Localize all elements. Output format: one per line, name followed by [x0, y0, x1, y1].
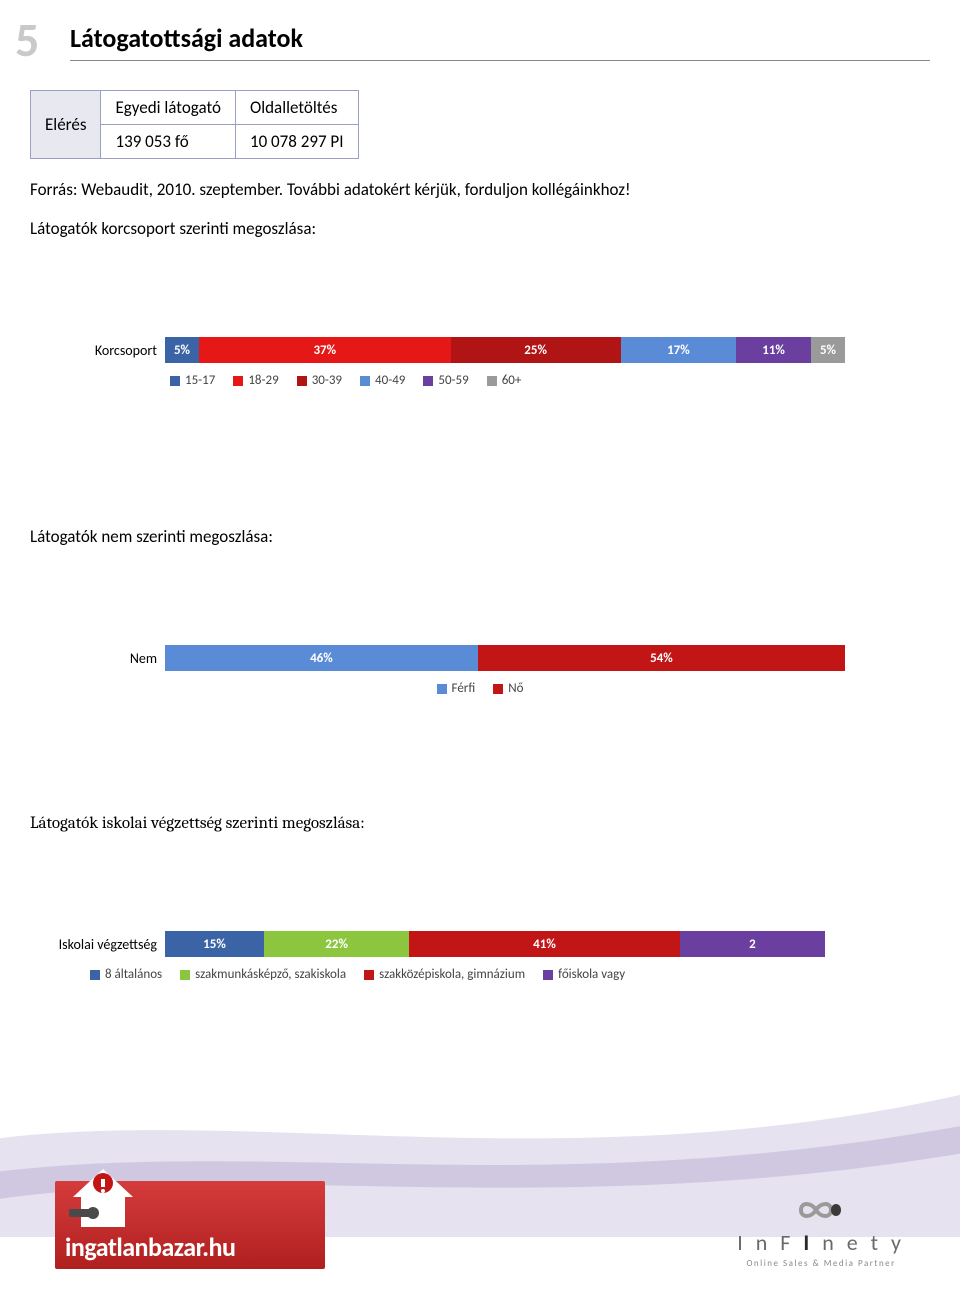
- chart-segment: 2: [680, 931, 825, 957]
- chart-segment: 41%: [409, 931, 680, 957]
- legend-label: Férfi: [452, 681, 476, 696]
- legend-label: főiskola vagy: [558, 967, 625, 982]
- chart-segment: 25%: [451, 337, 621, 363]
- legend-swatch: [487, 376, 497, 386]
- legend-swatch: [170, 376, 180, 386]
- gender-chart: Nem 46%54% Férfi Nő: [30, 645, 930, 696]
- infinety-logo: I n F I n e t y Online Sales & Media Par…: [737, 1195, 905, 1269]
- table-header-1: Egyedi látogató: [101, 91, 235, 125]
- legend-label: szakmunkásképző, szakiskola: [195, 967, 346, 982]
- legend-label: szakközépiskola, gimnázium: [379, 967, 525, 982]
- legend-item: 15-17: [170, 373, 215, 388]
- legend-swatch: [543, 970, 553, 980]
- brand-mid: I: [794, 1229, 822, 1256]
- legend-swatch: [364, 970, 374, 980]
- chart-segment: 46%: [165, 645, 478, 671]
- legend-item: 30-39: [297, 373, 342, 388]
- infinety-tagline: Online Sales & Media Partner: [737, 1258, 905, 1269]
- infinety-brand: I n F I n e t y: [737, 1229, 905, 1256]
- legend-label: 15-17: [185, 373, 215, 388]
- table-value-2: 10 078 297 PI: [235, 125, 358, 159]
- edu-section-title: Látogatók iskolai végzettség szerinti me…: [30, 814, 930, 833]
- page-title: Látogatottsági adatok: [70, 22, 930, 54]
- age-section-title: Látogatók korcsoport szerinti megoszlása…: [30, 218, 930, 239]
- gender-chart-bar: 46%54%: [165, 645, 845, 671]
- chart-segment: 15%: [165, 931, 264, 957]
- age-chart-axis-label: Korcsoport: [30, 342, 165, 359]
- age-chart: Korcsoport 5%37%25%17%11%5% 15-1718-2930…: [30, 337, 930, 388]
- edu-chart: Iskolai végzettség 15%22%41%2 8 általáno…: [30, 931, 930, 982]
- edu-chart-axis-label: Iskolai végzettség: [30, 936, 165, 953]
- chart-segment: 37%: [199, 337, 451, 363]
- legend-item: 18-29: [233, 373, 278, 388]
- gender-chart-legend: Férfi Nő: [30, 681, 930, 696]
- legend-label: 8 általános: [105, 967, 162, 982]
- legend-item: 60+: [487, 373, 522, 388]
- legend-label: Nő: [508, 681, 523, 696]
- legend-swatch: [423, 376, 433, 386]
- legend-item: szakmunkásképző, szakiskola: [180, 967, 346, 982]
- legend-item: Nő: [493, 681, 523, 696]
- table-header-2: Oldalletöltés: [235, 91, 358, 125]
- infinity-icon: [786, 1195, 856, 1225]
- legend-label: 40-49: [375, 373, 405, 388]
- edu-chart-bar: 15%22%41%2: [165, 931, 825, 957]
- reach-table: Elérés Egyedi látogató Oldalletöltés 139…: [30, 90, 359, 159]
- legend-label: 50-59: [438, 373, 468, 388]
- legend-swatch: [180, 970, 190, 980]
- title-wrap: Látogatottsági adatok: [70, 22, 930, 61]
- legend-swatch: [493, 684, 503, 694]
- legend-item: 40-49: [360, 373, 405, 388]
- page-number: 5: [15, 10, 39, 69]
- gender-section-title: Látogatók nem szerinti megoszlása:: [30, 526, 930, 547]
- chart-segment: 5%: [165, 337, 199, 363]
- legend-item: 8 általános: [90, 967, 162, 982]
- age-chart-legend: 15-17 18-29 30-39 40-49 50-59 60+: [170, 373, 930, 388]
- age-chart-bar: 5%37%25%17%11%5%: [165, 337, 845, 363]
- legend-item: főiskola vagy: [543, 967, 625, 982]
- chart-segment: 22%: [264, 931, 409, 957]
- edu-chart-legend: 8 általános szakmunkásképző, szakiskola sz…: [90, 967, 930, 982]
- brand-pre: I n F: [737, 1229, 794, 1256]
- chart-segment: 5%: [811, 337, 845, 363]
- legend-item: Férfi: [437, 681, 476, 696]
- footer-logos: ingatlanbazar.hu I n F I n e t y Online …: [55, 1181, 905, 1269]
- legend-label: 60+: [502, 373, 522, 388]
- legend-swatch: [360, 376, 370, 386]
- legend-swatch: [437, 684, 447, 694]
- table-row-label: Elérés: [31, 91, 101, 159]
- legend-item: szakközépiskola, gimnázium: [364, 967, 525, 982]
- legend-swatch: [297, 376, 307, 386]
- legend-label: 30-39: [312, 373, 342, 388]
- legend-label: 18-29: [248, 373, 278, 388]
- chart-segment: 54%: [478, 645, 845, 671]
- logo-text: ingatlanbazar.hu: [65, 1231, 235, 1263]
- content-area: Elérés Egyedi látogató Oldalletöltés 139…: [30, 90, 930, 992]
- source-line: Forrás: Webaudit, 2010. szeptember. Tová…: [30, 179, 930, 200]
- chart-segment: 17%: [621, 337, 737, 363]
- table-value-1: 139 053 fő: [101, 125, 235, 159]
- legend-swatch: [233, 376, 243, 386]
- gender-chart-axis-label: Nem: [30, 650, 165, 667]
- ingatlanbazar-logo: ingatlanbazar.hu: [55, 1181, 325, 1269]
- legend-item: 50-59: [423, 373, 468, 388]
- house-icon: [67, 1163, 145, 1235]
- brand-post: n e t y: [822, 1229, 905, 1256]
- legend-swatch: [90, 970, 100, 980]
- chart-segment: 11%: [736, 337, 811, 363]
